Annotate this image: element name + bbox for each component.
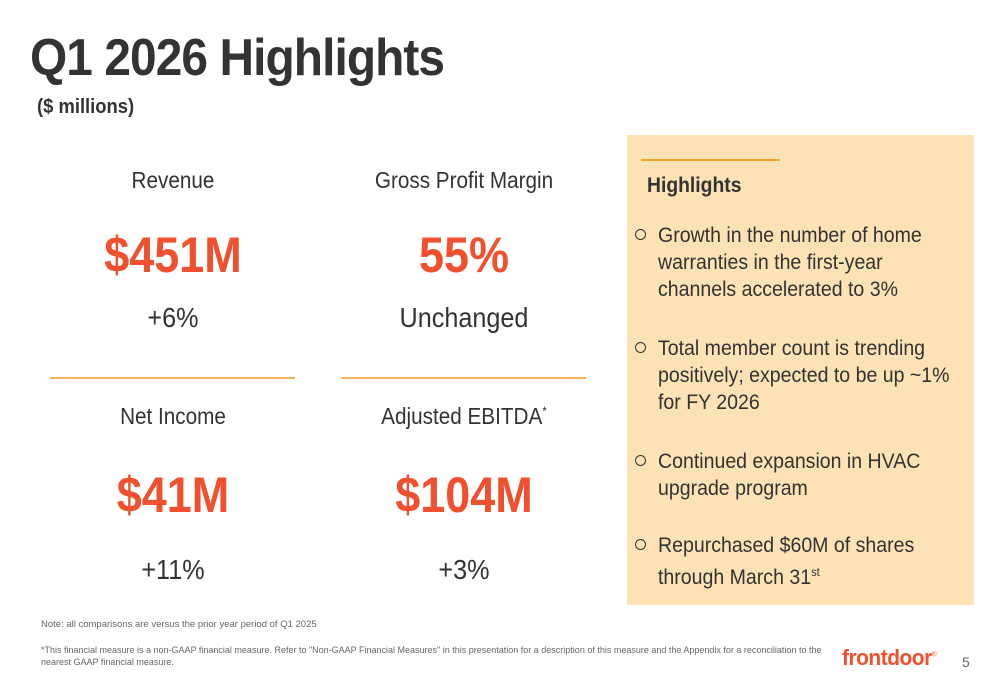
metric-label: Gross Profit Margin	[374, 167, 554, 193]
metric-divider-left	[50, 377, 295, 379]
highlights-title: Highlights	[647, 174, 742, 197]
metric-label: Net Income	[120, 403, 226, 429]
metric-label: Adjusted EBITDA*	[381, 403, 547, 429]
comparison-note: Note: all comparisons are versus the pri…	[41, 619, 317, 630]
metric-change: +3%	[438, 554, 490, 585]
metric-change: +6%	[147, 302, 199, 333]
metric-revenue: Revenue $451M +6%	[48, 167, 298, 334]
page-subtitle: ($ millions)	[37, 96, 135, 118]
footnote-marker: *	[542, 403, 547, 419]
metric-change: Unchanged	[399, 302, 529, 333]
metric-value: $451M	[104, 227, 242, 283]
metric-value: 55%	[418, 227, 510, 283]
circle-bullet-icon	[635, 342, 646, 353]
metric-net-income: Net Income $41M +11%	[48, 403, 298, 586]
metric-value: $104M	[395, 467, 533, 523]
frontdoor-logo: frontdoor®	[842, 645, 937, 670]
circle-bullet-icon	[635, 455, 646, 466]
metric-label: Revenue	[131, 167, 215, 193]
page-number: 5	[962, 654, 970, 670]
non-gaap-footnote: *This financial measure is a non-GAAP fi…	[41, 645, 822, 667]
highlights-panel: Highlights Growth in the number of home …	[627, 135, 974, 605]
metric-divider-right	[341, 377, 586, 379]
circle-bullet-icon	[635, 539, 646, 550]
metric-adjusted-ebitda: Adjusted EBITDA* $104M +3%	[339, 403, 589, 586]
highlights-rule	[641, 159, 780, 161]
page-title: Q1 2026 Highlights	[30, 29, 445, 87]
circle-bullet-icon	[635, 229, 646, 240]
metric-change: +11%	[141, 554, 205, 585]
metric-value: $41M	[116, 467, 230, 523]
metric-gross-profit-margin: Gross Profit Margin 55% Unchanged	[339, 167, 589, 334]
